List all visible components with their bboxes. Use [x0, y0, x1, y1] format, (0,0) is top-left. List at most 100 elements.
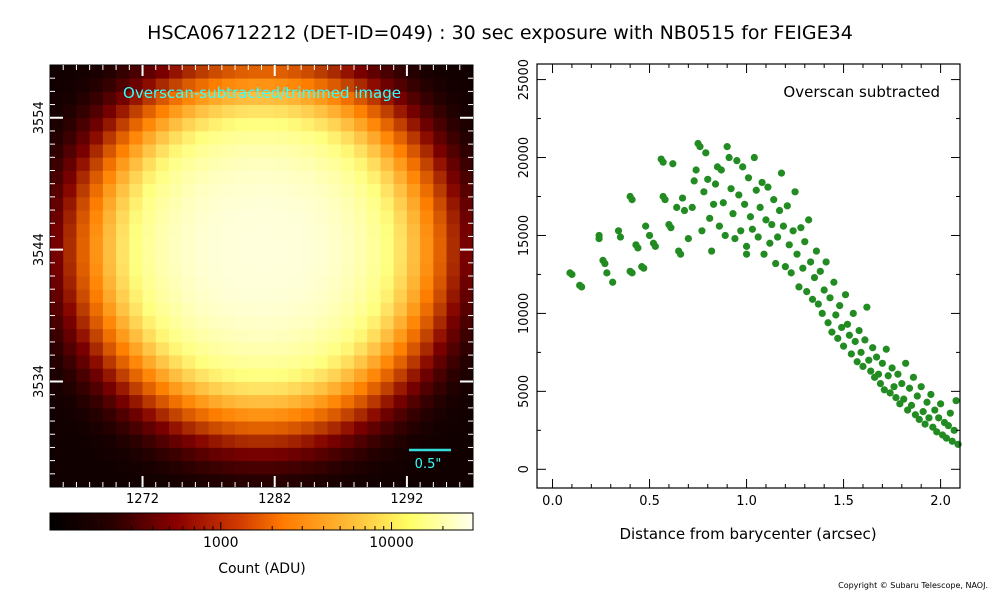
heatmap-cell — [406, 183, 421, 198]
heatmap-cell — [76, 210, 91, 224]
scatter-point — [708, 247, 716, 255]
heatmap-cell — [406, 262, 421, 277]
scatter-point — [933, 428, 941, 436]
copyright-notice: Copyright © Subaru Telescope, NAOJ. — [838, 581, 988, 590]
heatmap-cell — [274, 91, 289, 105]
scatter-point — [820, 286, 828, 294]
heatmap-cell — [380, 196, 395, 211]
heatmap-cell — [50, 144, 64, 158]
heatmap-cell — [50, 473, 64, 488]
heatmap-cell — [63, 183, 77, 198]
heatmap-cell — [235, 78, 249, 92]
heatmap-cell — [221, 328, 236, 343]
heatmap-cell — [274, 289, 289, 303]
heatmap-cell — [340, 117, 355, 132]
scatter-point — [915, 415, 923, 424]
heatmap-cell — [301, 315, 315, 330]
scatter-point — [799, 264, 807, 272]
heatmap-cell — [102, 407, 117, 422]
heatmap-cell — [287, 368, 302, 382]
heatmap-cell — [89, 276, 104, 290]
heatmap-cell — [459, 223, 474, 237]
heatmap-cell — [406, 157, 421, 171]
heatmap-cell — [155, 289, 170, 303]
heatmap-cell — [314, 210, 328, 224]
heatmap-cell — [168, 104, 183, 119]
heatmap-cell — [301, 460, 315, 475]
heatmap-cell — [116, 196, 130, 211]
heatmap-cell — [208, 407, 223, 422]
heatmap-cell — [354, 144, 368, 158]
heatmap-cell — [155, 355, 170, 369]
heatmap-cell — [380, 78, 395, 92]
heatmap-cell — [155, 460, 170, 475]
heatmap-cell — [393, 289, 408, 303]
heatmap-cell — [235, 249, 249, 264]
heatmap-cell — [406, 434, 421, 448]
heatmap-cell — [155, 473, 170, 488]
scatter-point — [828, 328, 836, 336]
heatmap-cell — [208, 104, 223, 119]
heatmap-cell — [393, 276, 408, 290]
heatmap-cell — [327, 223, 342, 237]
heatmap-cell — [261, 434, 276, 448]
heatmap-cell — [367, 236, 381, 251]
heatmap-cell — [314, 249, 328, 264]
heatmap-cell — [248, 355, 262, 369]
heatmap-cell — [287, 210, 302, 224]
heatmap-cell — [102, 170, 117, 185]
heatmap-cell — [367, 223, 381, 237]
heatmap-cell — [63, 368, 77, 382]
heatmap-cell — [446, 262, 461, 277]
scatter-point — [839, 342, 848, 350]
heatmap-cell — [235, 196, 249, 211]
heatmap-cell — [235, 355, 249, 369]
heatmap-cell — [393, 196, 408, 211]
heatmap-cell — [182, 341, 196, 356]
heatmap-cell — [235, 394, 249, 409]
x-tick-label: 1272 — [126, 492, 159, 507]
heatmap-cell — [89, 302, 104, 316]
heatmap-cell — [327, 91, 342, 105]
heatmap-cell — [63, 117, 77, 132]
heatmap-cell — [420, 368, 434, 382]
heatmap-cell — [327, 447, 342, 462]
heatmap-cell — [327, 104, 342, 119]
heatmap-cell — [168, 210, 183, 224]
heatmap-cell — [433, 289, 447, 303]
heatmap-cell — [274, 302, 289, 316]
scatter-point — [669, 160, 677, 168]
heatmap-cell — [433, 144, 447, 158]
heatmap-cell — [459, 368, 474, 382]
scatter-point — [917, 383, 925, 391]
heatmap-cell — [155, 368, 170, 382]
heatmap-cell — [248, 394, 262, 409]
heatmap-cell — [248, 130, 262, 145]
heatmap-cell — [76, 223, 91, 237]
heatmap-cell — [63, 341, 77, 356]
heatmap-cell — [301, 473, 315, 488]
heatmap-cell — [76, 302, 91, 316]
heatmap-cell — [142, 328, 157, 343]
heatmap-cell — [287, 341, 302, 356]
heatmap-cell — [168, 407, 183, 422]
heatmap-cell — [261, 262, 276, 277]
heatmap-cell — [221, 170, 236, 185]
heatmap-cell — [393, 341, 408, 356]
heatmap-cell — [129, 394, 143, 409]
heatmap-cell — [248, 262, 262, 277]
scatter-point — [787, 269, 795, 277]
heatmap-cell — [314, 170, 328, 185]
heatmap-cell — [459, 78, 474, 92]
scatter-point — [869, 344, 877, 352]
heatmap-cell — [182, 355, 196, 369]
heatmap-cell — [116, 434, 130, 448]
heatmap-cell — [50, 157, 64, 171]
heatmap-cell — [301, 104, 315, 119]
heatmap-cell — [221, 249, 236, 264]
heatmap-cell — [287, 183, 302, 198]
heatmap-cell — [248, 368, 262, 382]
heatmap-cell — [274, 421, 289, 435]
heatmap-cell — [433, 434, 447, 448]
heatmap-cell — [235, 276, 249, 290]
